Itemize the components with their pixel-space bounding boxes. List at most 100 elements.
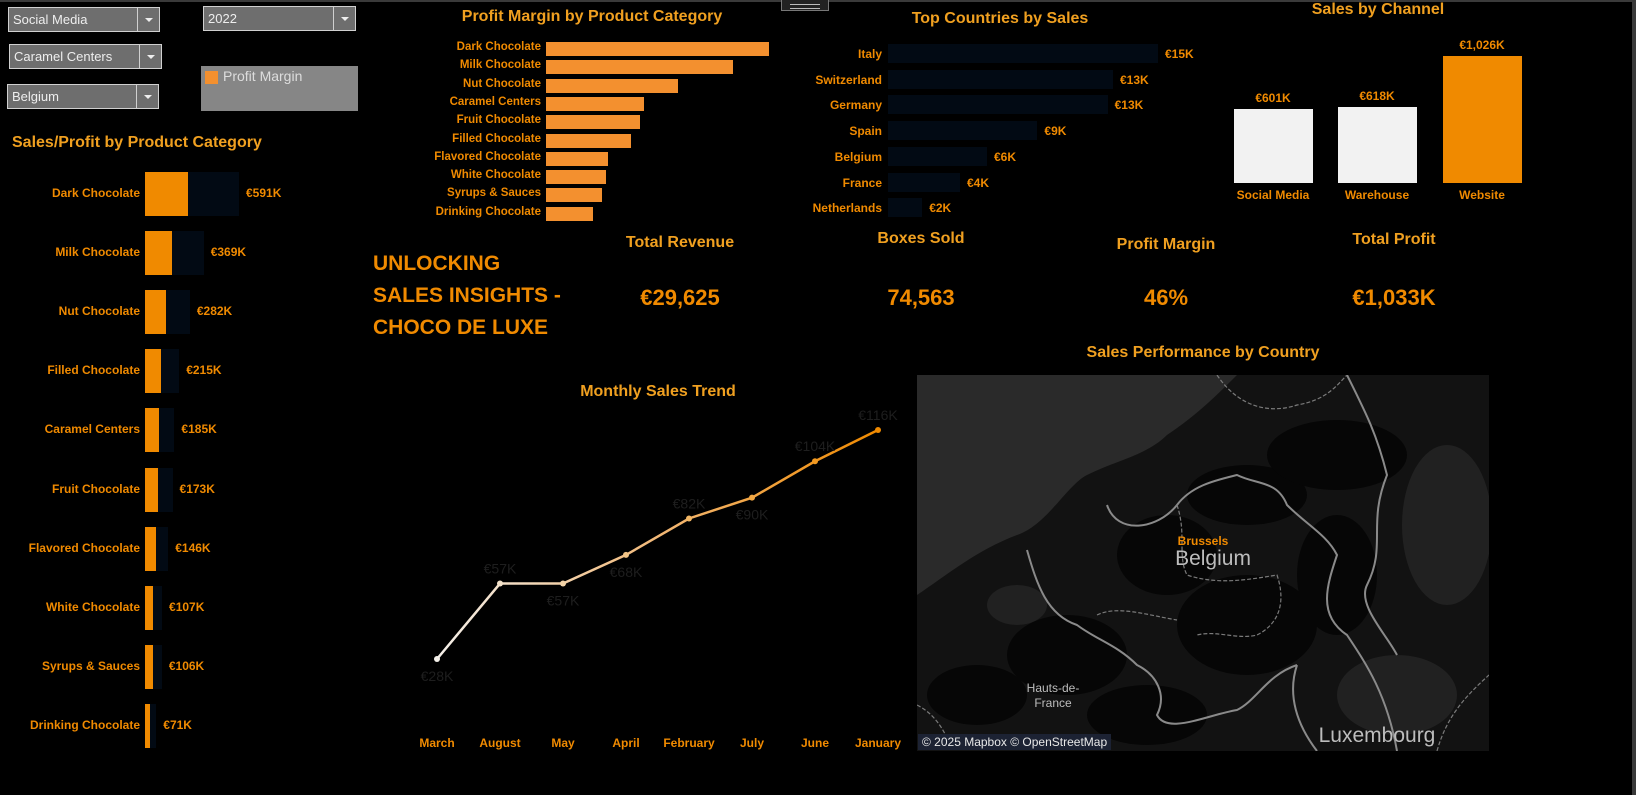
month-label: June [800,736,830,750]
chevron-down-icon[interactable] [136,85,158,108]
value-label: €618K [1359,88,1395,103]
trend-point[interactable] [497,580,503,587]
dashboard-title-line-2: SALES INSIGHTS - [373,284,561,307]
value-label: €282K [196,304,233,319]
month-label: March [419,736,455,750]
product-filter[interactable]: Caramel Centers [9,44,162,69]
profit-bar [145,172,188,216]
channel-label: Website [1459,188,1505,202]
value-label: €173K [179,481,215,496]
category-label: Milk Chocolate [459,59,541,72]
map-city-label: Brussels [1177,534,1229,548]
value-label: €13K [1120,72,1149,87]
chevron-down-icon[interactable] [137,8,159,31]
monthly-trend-title: Monthly Sales Trend [580,383,736,400]
category-label: Dark Chocolate [456,41,541,53]
kpi-profit-margin-value: 46% [1143,285,1189,310]
margin-bar [546,133,631,148]
map-attribution[interactable]: © 2025 Mapbox © OpenStreetMap [918,734,1112,750]
country-label: France [842,175,882,190]
drag-handle[interactable] [781,0,829,11]
dashboard-title-line-1: UNLOCKING [373,252,501,275]
country-bar [888,146,987,166]
trend-value-label: €116K [858,407,898,423]
category-label: Flavored Chocolate [28,540,140,555]
value-label: €9K [1044,124,1067,139]
month-label: May [551,736,575,750]
country-label: Switzerland [815,72,882,87]
category-label: Caramel Centers [449,95,541,108]
category-label: Fruit Chocolate [51,481,140,496]
channel-bar [1234,108,1313,183]
value-label: €6K [994,149,1017,164]
channel-filter[interactable]: Social Media [8,7,160,32]
value-label: €591K [246,186,282,200]
kpi-total-profit-value: €1,033K [1352,285,1436,310]
value-label: €146K [175,540,211,555]
category-label: Nut Chocolate [463,77,541,90]
chevron-down-icon[interactable] [139,45,161,68]
category-label: Flavored Chocolate [434,150,541,163]
trend-value-label: €57K [547,593,580,609]
map-neighbor-label: Luxembourg [1318,724,1436,747]
category-label: Caramel Centers [44,422,140,437]
kpi-profit-margin-title: Profit Margin [1116,236,1216,253]
value-label: €601K [1255,90,1291,105]
sales-map[interactable]: Brussels Belgium Hauts-de- France Luxemb… [917,375,1489,751]
channel-label: Social Media [1236,188,1310,202]
margin-bar [546,170,607,185]
chevron-down-icon[interactable] [333,7,355,30]
trend-point[interactable] [434,656,440,662]
category-label: Filled Chocolate [452,132,541,145]
trend-value-label: €28K [421,668,454,684]
channel-bar [1338,106,1417,183]
margin-bar [546,151,609,166]
value-label: €71K [163,717,192,732]
country-filter[interactable]: Belgium [7,84,159,109]
month-label: July [739,736,765,750]
trend-point[interactable] [560,580,566,587]
trend-point[interactable] [686,515,692,522]
map-region-label-1: Hauts-de- [1026,681,1080,695]
category-label: Filled Chocolate [47,363,140,378]
year-filter-value: 2022 [208,11,237,26]
month-label: August [479,736,521,750]
sales-bar [145,703,157,748]
country-label: Germany [829,98,882,113]
country-filter-value: Belgium [12,89,59,104]
trend-point[interactable] [812,458,818,465]
profit-bar [145,526,156,571]
profit-bar [145,585,153,630]
channel-filter-value: Social Media [13,12,88,27]
category-label: White Chocolate [45,599,140,614]
trend-point[interactable] [623,551,629,558]
trend-value-label: €90K [736,507,769,523]
country-bar [888,198,923,218]
map-background [917,375,1489,751]
value-label: €215K [186,363,222,378]
profit-bar [145,703,151,748]
margin-bar [546,115,640,130]
kpi-total-revenue-title: Total Revenue [625,234,735,251]
profit-bar [145,467,158,512]
country-label: Italy [857,47,882,61]
value-label: €15K [1165,47,1194,61]
trend-point[interactable] [875,427,881,434]
channel-label: Warehouse [1344,188,1410,202]
margin-bar [546,60,734,75]
value-label: €4K [967,175,990,190]
margin-bar [546,96,645,111]
top-countries-title: Top Countries by Sales [911,10,1089,27]
profit-bar [145,231,172,276]
country-label: Spain [849,124,882,139]
trend-point[interactable] [749,494,755,501]
profit-bar [145,644,153,689]
value-label: €185K [181,422,217,437]
year-filter[interactable]: 2022 [203,6,356,31]
country-bar [888,69,1113,89]
category-label: White Chocolate [450,169,541,182]
profit-bar [145,290,166,335]
country-bar [888,44,1158,63]
category-label: Drinking Chocolate [435,205,541,218]
